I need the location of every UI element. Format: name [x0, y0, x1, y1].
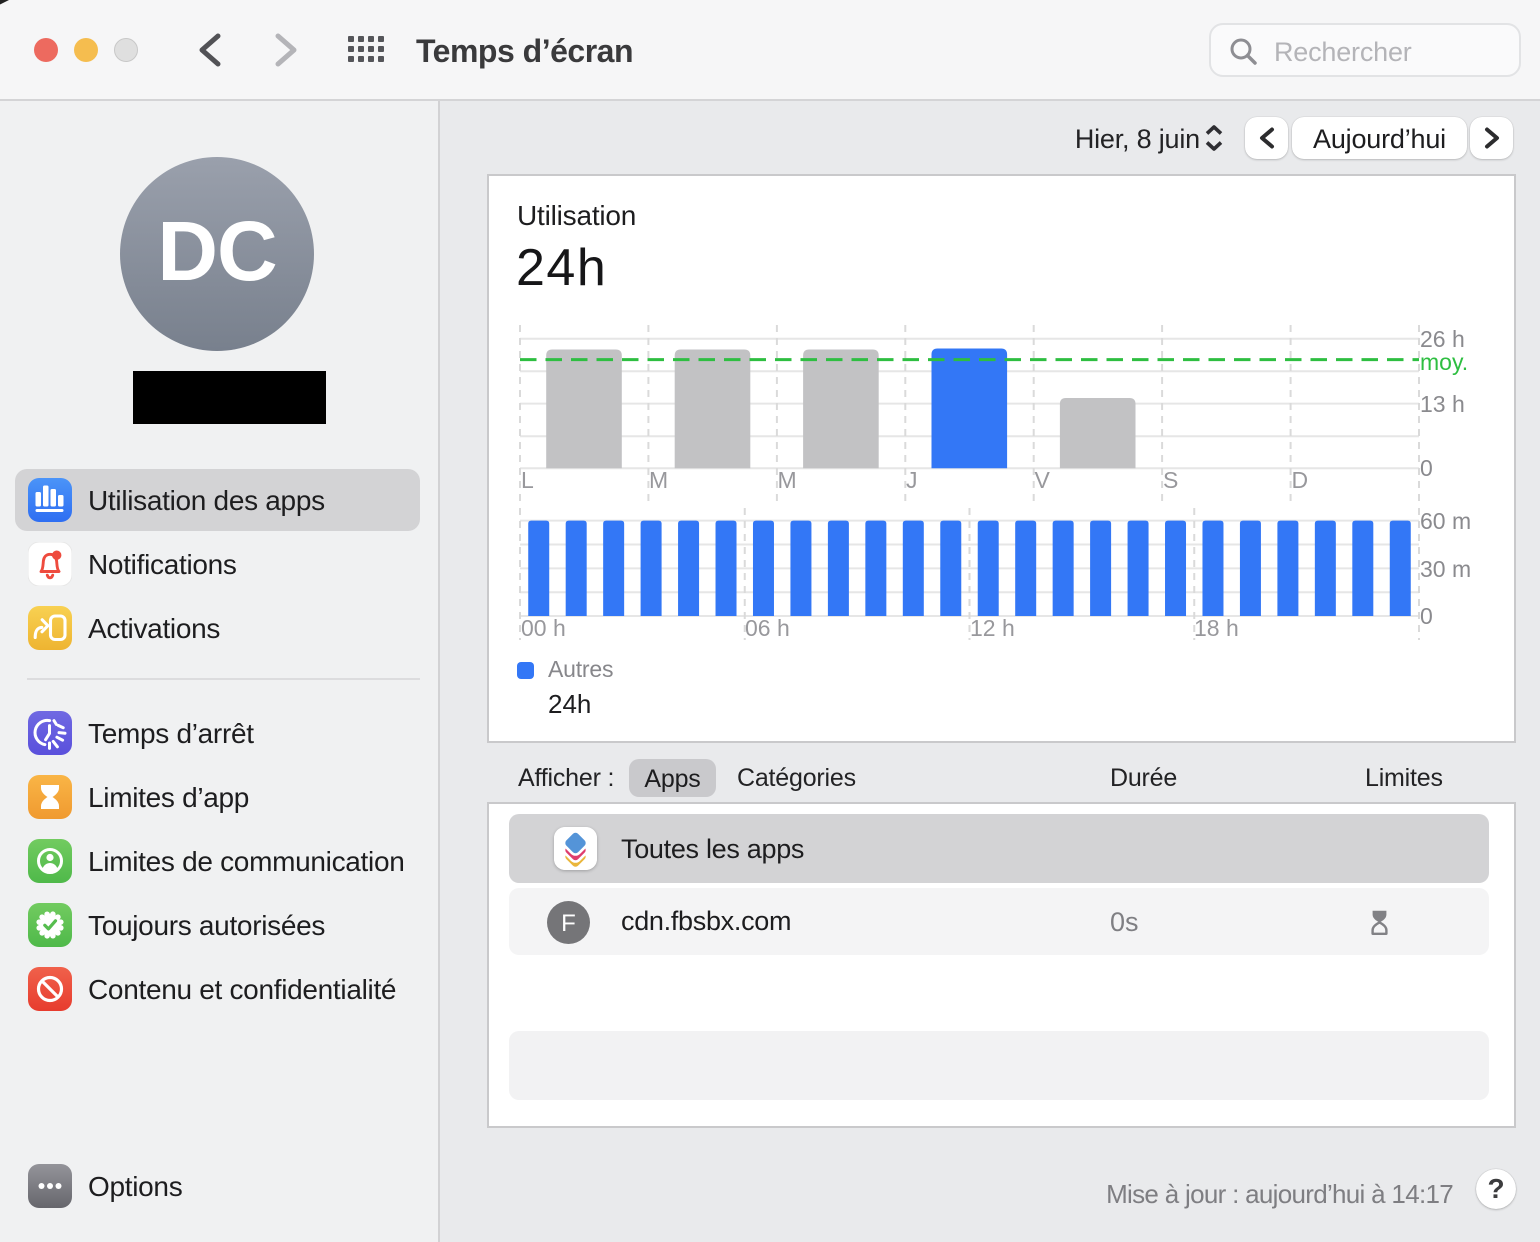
svg-text:26 h: 26 h	[1420, 326, 1465, 352]
svg-text:13 h: 13 h	[1420, 391, 1465, 417]
svg-text:M: M	[778, 467, 797, 493]
svg-text:06 h: 06 h	[745, 615, 790, 641]
svg-text:J: J	[906, 467, 918, 493]
svg-text:18 h: 18 h	[1194, 615, 1239, 641]
svg-text:00 h: 00 h	[521, 615, 566, 641]
svg-text:30 m: 30 m	[1420, 556, 1471, 582]
svg-text:S: S	[1163, 467, 1178, 493]
svg-text:L: L	[521, 467, 534, 493]
svg-text:0: 0	[1420, 455, 1433, 481]
svg-text:0: 0	[1420, 603, 1433, 629]
svg-text:60 m: 60 m	[1420, 508, 1471, 534]
svg-text:M: M	[649, 467, 668, 493]
svg-text:V: V	[1035, 467, 1051, 493]
svg-text:12 h: 12 h	[970, 615, 1015, 641]
svg-text:D: D	[1292, 467, 1309, 493]
svg-text:moy.: moy.	[1420, 349, 1468, 375]
